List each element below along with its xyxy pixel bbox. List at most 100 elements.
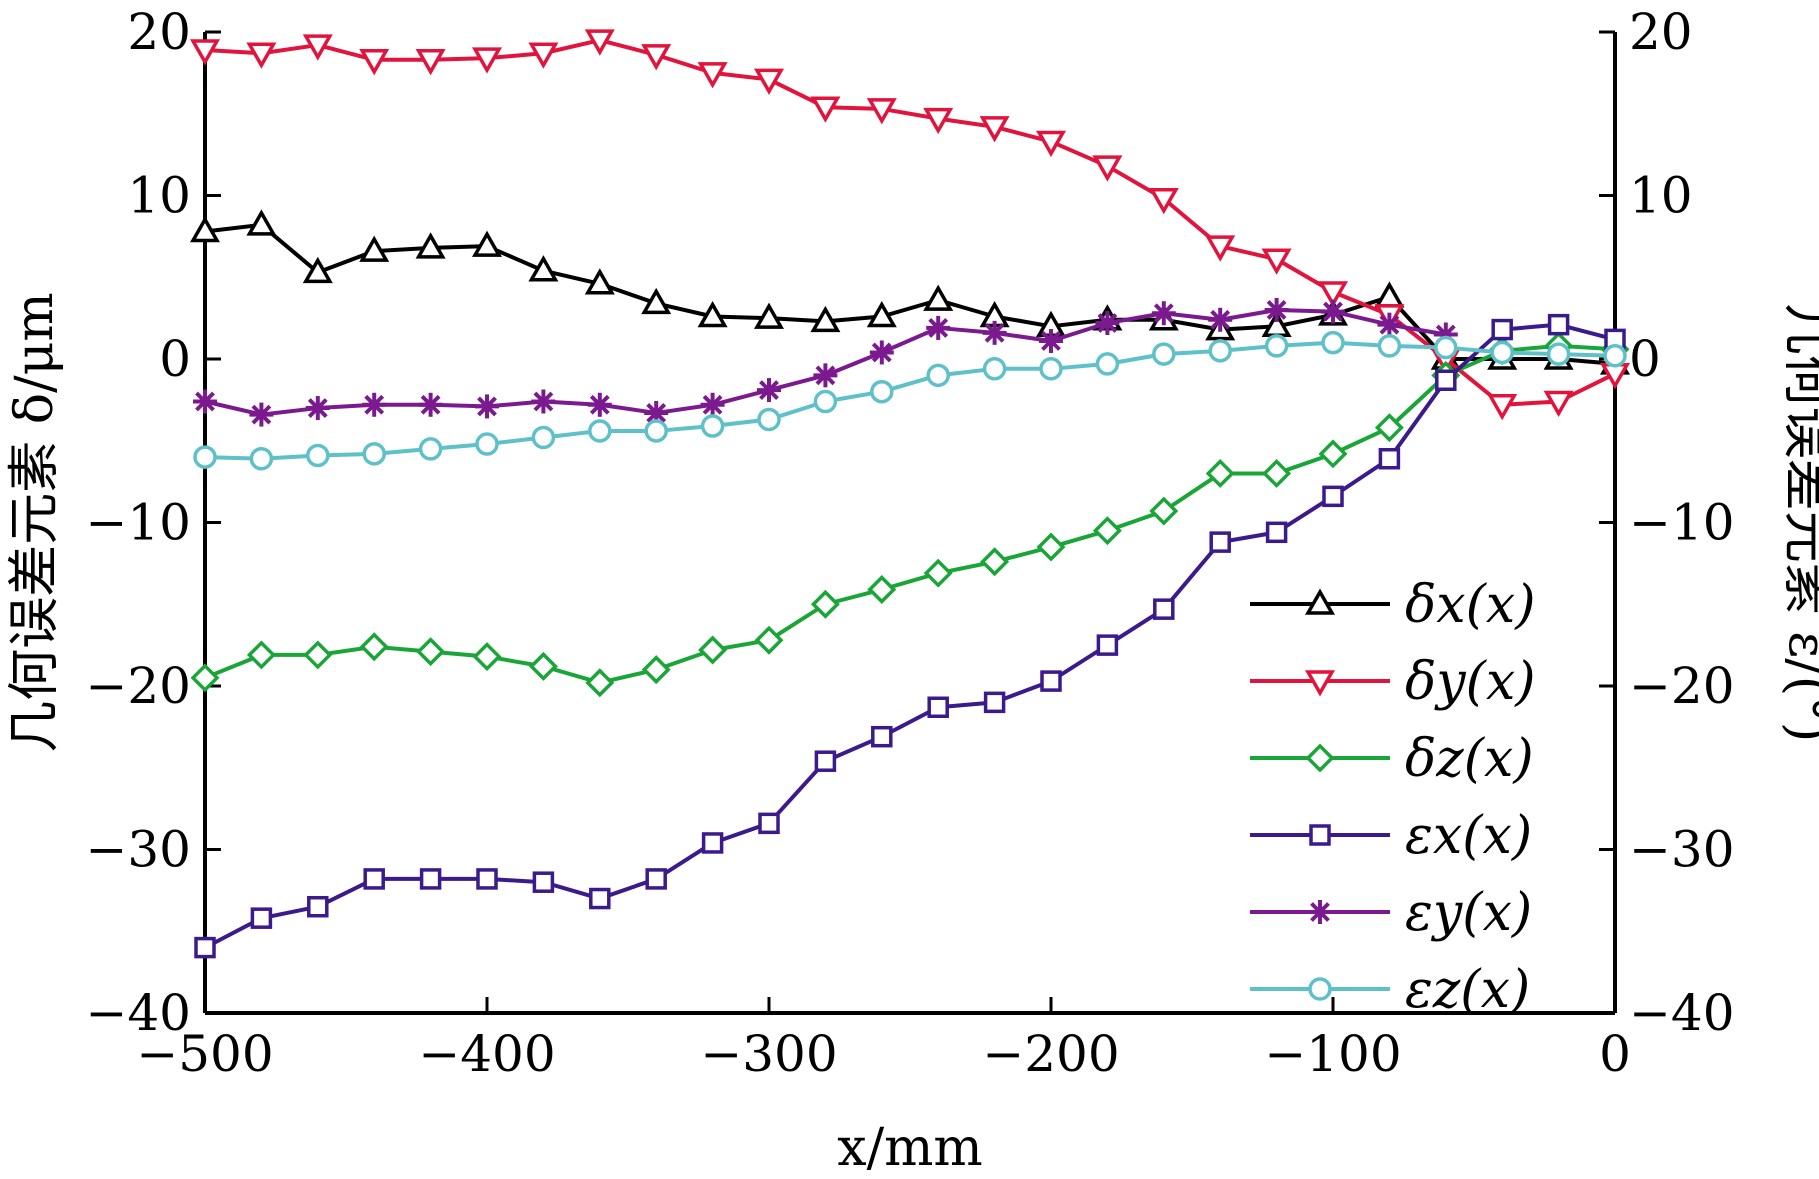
legend-item: δx(x) xyxy=(1250,575,1536,635)
y-tick-label: −10 xyxy=(85,494,191,552)
data-point xyxy=(363,868,385,890)
data-point xyxy=(1152,342,1176,366)
data-point xyxy=(246,640,276,670)
data-point xyxy=(588,419,612,443)
series-line xyxy=(204,343,1616,685)
data-point xyxy=(189,215,221,243)
series-layer xyxy=(189,29,1631,959)
legend-label: δy(x) xyxy=(1405,652,1536,712)
data-point xyxy=(532,871,555,893)
data-point xyxy=(1434,335,1458,360)
legend-label: δx(x) xyxy=(1405,575,1536,635)
data-point xyxy=(866,300,897,328)
asterisk-stroke xyxy=(1379,314,1400,335)
data-point xyxy=(701,832,724,854)
data-point xyxy=(641,287,672,315)
data-point xyxy=(923,107,954,135)
data-point xyxy=(190,663,220,693)
y-axis-title: 几何误差元素 δ/μm xyxy=(5,292,65,752)
x-tick-label: −400 xyxy=(418,1025,555,1083)
data-point xyxy=(246,42,277,69)
data-point xyxy=(1305,743,1335,773)
data-point xyxy=(1149,496,1179,526)
asterisk-stroke xyxy=(646,403,667,423)
data-point xyxy=(189,39,221,66)
asterisk-stroke xyxy=(420,394,441,415)
data-point xyxy=(584,268,615,295)
data-point xyxy=(1264,297,1289,322)
data-point xyxy=(1546,342,1571,366)
legend-label: εy(x) xyxy=(1405,883,1532,943)
data-point xyxy=(814,750,837,772)
data-point xyxy=(1092,516,1122,546)
series-line xyxy=(204,222,1616,366)
data-point xyxy=(249,446,274,471)
asterisk-stroke xyxy=(477,396,497,417)
data-point xyxy=(1265,521,1288,544)
data-point xyxy=(810,589,840,619)
y-tick-label: 10 xyxy=(127,167,191,225)
series-line xyxy=(204,38,1616,407)
data-point xyxy=(585,668,615,698)
legend-item: δy(x) xyxy=(1250,652,1536,712)
data-point xyxy=(306,443,330,468)
data-point xyxy=(810,96,841,123)
data-point xyxy=(698,635,728,665)
data-point xyxy=(1208,339,1232,363)
data-point xyxy=(1040,670,1062,692)
data-point xyxy=(866,98,897,125)
data-point xyxy=(979,116,1010,143)
asterisk-stroke xyxy=(1210,309,1231,330)
series-0 xyxy=(189,209,1631,375)
data-point xyxy=(471,230,503,257)
data-point xyxy=(644,419,668,443)
data-point xyxy=(1321,299,1345,324)
data-point xyxy=(641,655,671,685)
asterisk-stroke xyxy=(364,394,385,415)
data-point xyxy=(250,907,273,929)
data-point xyxy=(871,725,893,748)
plot-frame xyxy=(203,32,1617,1015)
series-5 xyxy=(193,330,1627,471)
data-point xyxy=(926,363,950,388)
data-point xyxy=(1435,369,1457,392)
data-point xyxy=(753,68,785,95)
x-tick-label: −200 xyxy=(982,1025,1119,1083)
series-line xyxy=(204,322,1616,950)
asterisk-stroke xyxy=(984,322,1005,343)
data-point xyxy=(1096,634,1119,656)
data-point xyxy=(644,400,669,425)
data-point xyxy=(1308,900,1332,924)
asterisk-stroke xyxy=(533,391,554,412)
data-point xyxy=(982,320,1007,345)
data-point xyxy=(1304,670,1336,697)
data-point xyxy=(1039,329,1063,354)
data-point xyxy=(249,402,274,427)
data-point xyxy=(418,437,443,461)
data-point xyxy=(1205,235,1236,262)
y2-tick-label: 20 xyxy=(1629,3,1693,61)
asterisk-stroke xyxy=(1041,331,1061,351)
data-point xyxy=(1490,340,1514,365)
data-point xyxy=(1264,334,1289,358)
data-point xyxy=(1599,362,1631,390)
data-point xyxy=(359,632,389,662)
x-axis-title: x/mm xyxy=(837,1118,982,1178)
legend: δx(x) δy(x) δz(x) εx(x) εy(x) εz(x) xyxy=(1250,575,1536,1020)
data-point xyxy=(1151,301,1176,326)
data-point xyxy=(531,425,556,450)
data-point xyxy=(193,445,217,469)
data-point xyxy=(1374,281,1405,308)
asterisk-stroke xyxy=(1323,301,1343,322)
data-point xyxy=(415,49,446,76)
x-tick-label: −500 xyxy=(136,1025,273,1083)
y2-tick-label: −20 xyxy=(1629,657,1735,715)
data-point xyxy=(1148,188,1179,215)
y-tick-label: −40 xyxy=(85,984,191,1042)
y2-tick-label: 10 xyxy=(1629,167,1693,225)
data-point xyxy=(1308,977,1332,1001)
data-point xyxy=(1209,531,1231,553)
data-point xyxy=(1205,458,1235,488)
data-point xyxy=(1547,313,1570,336)
asterisk-stroke xyxy=(251,404,272,425)
